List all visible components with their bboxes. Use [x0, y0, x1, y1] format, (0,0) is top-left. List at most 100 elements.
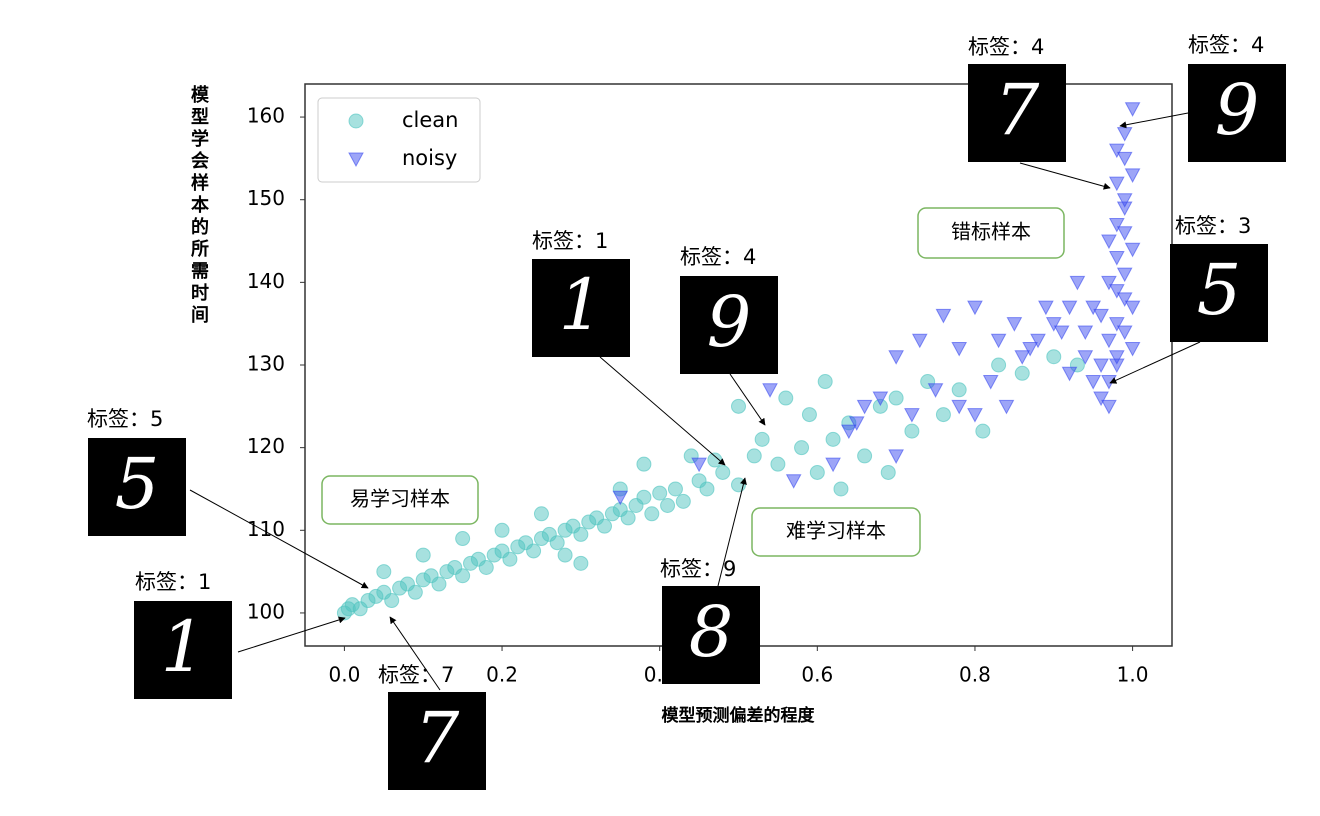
point	[455, 568, 471, 584]
point	[376, 564, 392, 580]
point	[904, 423, 920, 439]
point	[794, 440, 810, 456]
point	[612, 490, 629, 506]
point	[825, 457, 841, 473]
digit-image	[680, 276, 778, 374]
point	[982, 375, 999, 390]
point	[1093, 391, 1109, 407]
point	[691, 457, 707, 473]
point	[699, 481, 715, 497]
point	[1124, 242, 1141, 258]
annotation-label: 标签：9	[660, 557, 736, 581]
point	[888, 390, 904, 406]
x-tick-label: 0.6	[801, 663, 833, 687]
digit: 7	[415, 697, 460, 779]
point	[502, 551, 518, 567]
point	[935, 407, 951, 423]
x-tick-label: 0.8	[959, 663, 991, 687]
point	[833, 481, 849, 497]
point	[1085, 375, 1102, 390]
point	[636, 489, 652, 505]
arrow	[1109, 341, 1201, 384]
point	[857, 448, 873, 464]
point	[715, 464, 731, 480]
point	[667, 481, 683, 497]
point	[1077, 325, 1094, 340]
point	[1038, 300, 1054, 316]
annotation-label: 标签：1	[532, 229, 608, 253]
point	[660, 498, 676, 513]
point	[1116, 325, 1133, 340]
point	[415, 547, 431, 563]
point	[1053, 325, 1070, 340]
point	[1101, 275, 1117, 291]
point	[348, 152, 364, 168]
point	[573, 555, 589, 571]
point	[1093, 358, 1109, 374]
point	[1116, 267, 1133, 283]
digit: 7	[995, 69, 1040, 151]
point	[785, 474, 802, 489]
point	[557, 547, 573, 563]
digit: 5	[115, 443, 160, 525]
y-tick-label: 140	[247, 269, 285, 293]
point	[1108, 176, 1125, 192]
point	[841, 424, 857, 440]
point	[644, 506, 660, 522]
point	[888, 350, 904, 365]
digit: 1	[161, 606, 206, 688]
point	[990, 333, 1007, 349]
point	[762, 383, 778, 398]
point	[636, 456, 652, 472]
point	[1061, 366, 1078, 382]
point	[975, 423, 991, 439]
point	[431, 576, 447, 592]
y-tick-label: 160	[247, 104, 285, 128]
y-axis-label: 模型学会样本的所需时间	[191, 84, 210, 326]
point	[1069, 275, 1086, 291]
point	[1085, 300, 1102, 316]
y-tick-label: 110	[247, 517, 285, 541]
arrow	[729, 373, 766, 426]
point	[911, 333, 928, 349]
point	[1022, 341, 1038, 357]
arrow	[599, 356, 726, 466]
legend-label: clean	[402, 108, 458, 132]
digit: 9	[1215, 69, 1260, 151]
digit: 5	[1197, 249, 1242, 331]
point	[526, 543, 542, 559]
point	[384, 593, 400, 609]
point	[597, 518, 613, 534]
x-tick-label: 0.2	[486, 663, 518, 687]
point	[533, 506, 549, 522]
point	[967, 300, 983, 316]
point	[1124, 341, 1141, 357]
point	[1108, 251, 1125, 266]
y-tick-label: 150	[247, 186, 285, 210]
digit-image	[532, 259, 630, 357]
point	[951, 382, 967, 398]
callout-text: 错标样本	[951, 220, 1031, 244]
digit-image	[134, 601, 232, 699]
y-tick-label: 120	[247, 434, 285, 458]
arrow	[1019, 162, 1111, 190]
point	[1108, 358, 1125, 374]
point	[1108, 350, 1125, 365]
point	[478, 559, 494, 575]
arrow	[717, 477, 747, 587]
annotation-label: 标签：7	[378, 663, 454, 687]
callout-box	[321, 475, 479, 525]
point	[770, 456, 786, 472]
point	[1014, 350, 1031, 365]
annotation-label: 标签：4	[968, 35, 1044, 59]
point	[455, 531, 471, 547]
digit: 8	[689, 591, 734, 673]
point	[1124, 102, 1141, 117]
arrow	[189, 489, 369, 589]
digit-image	[88, 438, 186, 536]
point	[573, 526, 589, 542]
point	[1124, 168, 1141, 183]
callout-text: 难学习样本	[786, 519, 886, 543]
x-axis-label: 模型预测偏差的程度	[662, 705, 816, 726]
point	[1108, 218, 1125, 233]
